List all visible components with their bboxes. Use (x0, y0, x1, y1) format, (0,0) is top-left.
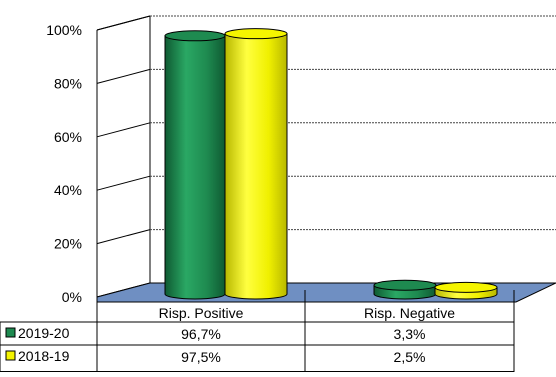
bar-negative-2018-19 (434, 281, 498, 300)
cylinder-body (224, 33, 288, 300)
y-tick-label: 0% (62, 289, 82, 305)
plot-frame (96, 15, 151, 297)
bar-negative-2019-20 (373, 279, 437, 300)
legend-swatch (5, 350, 16, 361)
legend-entry: 2019-20 (18, 325, 70, 341)
cylinder-top (434, 281, 498, 293)
bar-positive-2018-19 (224, 28, 288, 300)
y-tick-label: 60% (54, 129, 82, 145)
bar-positive-2019-20 (164, 30, 226, 300)
data-label: 97,5% (181, 349, 221, 365)
data-label: 96,7% (181, 326, 221, 342)
legend-swatch (5, 327, 16, 338)
legend-entry: 2018-19 (18, 348, 70, 364)
gridline-diagonal (96, 68, 151, 84)
data-table: Risp. Positive Risp. Negative 2019-20 96,7%… (0, 290, 515, 372)
gridline-diagonal (96, 229, 151, 245)
gridline-diagonal (96, 15, 151, 31)
y-axis-labels: 0% 20% 40% 60% 80% 100% (46, 22, 82, 305)
gridline-diagonal (96, 175, 151, 191)
x-category-label: Risp. Positive (159, 305, 244, 321)
cylinder-body (164, 35, 226, 300)
cylinder-top (164, 30, 226, 42)
y-tick-label: 100% (46, 22, 82, 38)
cylinder-top (224, 28, 288, 40)
y-tick-label: 20% (54, 236, 82, 252)
x-category-label: Risp. Negative (364, 305, 455, 321)
data-label: 3,3% (394, 326, 426, 342)
cylinder-top (373, 279, 437, 291)
bars (164, 28, 498, 300)
y-tick-label: 40% (54, 182, 82, 198)
gridline-diagonal (96, 122, 151, 138)
y-tick-label: 80% (54, 75, 82, 91)
data-label: 2,5% (394, 349, 426, 365)
